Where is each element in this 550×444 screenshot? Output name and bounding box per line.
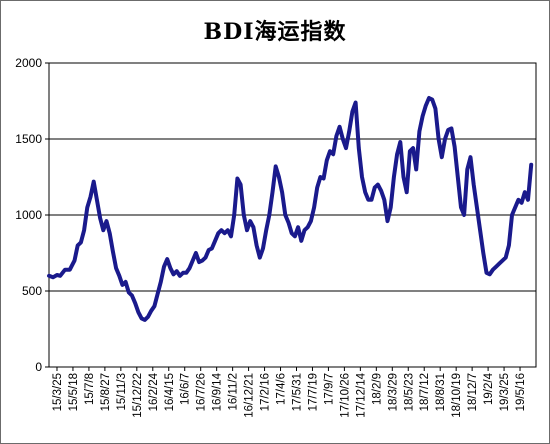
x-tick-label: 15/12/22 bbox=[132, 373, 144, 418]
y-tick-label: 1000 bbox=[15, 208, 42, 222]
x-tick-label: 18/2/9 bbox=[371, 373, 383, 405]
x-tick-label: 19/3/25 bbox=[499, 373, 511, 411]
series-line-bdi bbox=[47, 96, 534, 322]
x-tick-label: 16/6/7 bbox=[180, 373, 192, 405]
y-tick-label: 0 bbox=[35, 360, 42, 374]
x-tick-label: 18/12/7 bbox=[467, 373, 479, 411]
x-tick-label: 16/9/14 bbox=[212, 372, 224, 411]
x-tick-label: 15/7/8 bbox=[84, 373, 96, 405]
x-tick-label: 15/11/3 bbox=[116, 373, 128, 411]
x-tick-label: 16/2/24 bbox=[148, 372, 160, 411]
x-tick-label: 15/8/27 bbox=[100, 373, 112, 411]
x-tick-label: 17/5/31 bbox=[291, 373, 303, 411]
x-tick-label: 19/2/4 bbox=[483, 372, 495, 405]
x-tick-label: 17/4/6 bbox=[276, 373, 288, 405]
x-tick-label: 16/11/2 bbox=[228, 373, 240, 411]
x-tick-label: 18/7/12 bbox=[419, 373, 431, 411]
x-tick-label: 17/10/26 bbox=[339, 373, 351, 418]
x-tick-label: 17/12/14 bbox=[355, 372, 367, 417]
x-tick-label: 18/10/19 bbox=[451, 373, 463, 418]
x-tick-label: 15/5/18 bbox=[68, 373, 80, 411]
y-tick-label: 1500 bbox=[15, 132, 42, 146]
x-tick-label: 16/4/15 bbox=[164, 373, 176, 411]
x-tick-label: 16/12/21 bbox=[244, 373, 256, 418]
x-tick-label: 19/5/16 bbox=[515, 373, 527, 411]
x-tick-label: 17/2/16 bbox=[260, 373, 272, 411]
x-tick-label: 18/5/23 bbox=[403, 373, 415, 411]
x-tick-label: 18/3/29 bbox=[387, 373, 399, 411]
x-tick-label: 16/7/26 bbox=[196, 373, 208, 411]
y-tick-label: 500 bbox=[22, 284, 42, 298]
x-tick-label: 17/7/19 bbox=[307, 373, 319, 411]
x-tick-label: 18/8/31 bbox=[435, 373, 447, 411]
chart-title: BDI海运指数 bbox=[203, 19, 347, 45]
y-tick-label: 2000 bbox=[15, 56, 42, 70]
x-tick-label: 17/9/7 bbox=[323, 373, 335, 405]
x-tick-label: 15/3/25 bbox=[52, 373, 64, 411]
